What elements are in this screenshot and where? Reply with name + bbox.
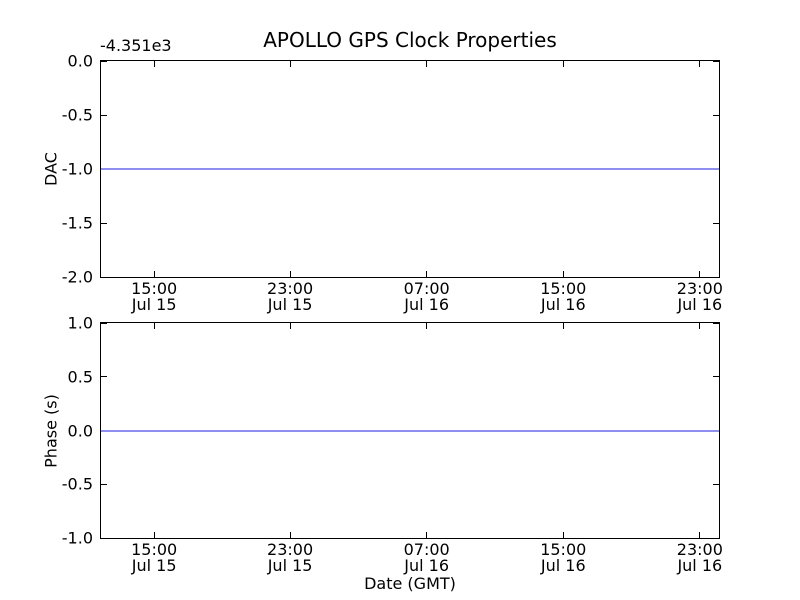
x-tick-label: 15:00 Jul 16 [540,281,586,313]
y-tick-mark [713,276,719,278]
y-tick-label: -0.5 [61,105,93,125]
x-axis-label: Date (GMT) [364,574,456,593]
data-line [101,429,719,432]
y-tick-label: -1.0 [61,528,93,548]
phase-y-axis-label: Phase (s) [41,393,61,468]
x-tick-label: 23:00 Jul 16 [677,542,723,574]
y-tick-mark [713,222,719,224]
x-tick-label: 15:00 Jul 16 [540,542,586,574]
y-tick-label: 0.5 [67,367,93,387]
x-tick-date: Jul 15 [267,295,313,314]
x-tick-mark [562,323,564,329]
x-tick-time: 15:00 [131,540,178,559]
x-tick-label: 15:00 Jul 15 [131,542,177,574]
x-tick-label: 07:00 Jul 16 [404,281,450,313]
x-tick-date: Jul 16 [404,295,450,314]
y-tick-mark [101,537,107,539]
x-tick-mark [153,61,155,67]
x-tick-mark [699,61,701,67]
y-tick-mark [101,483,107,485]
figure-title: APOLLO GPS Clock Properties [263,28,557,52]
x-tick-time: 07:00 [403,279,450,298]
x-tick-mark [562,271,564,277]
y-tick-mark [101,60,107,62]
dac-y-axis-label: DAC [41,152,61,186]
x-tick-label: 23:00 Jul 15 [267,542,313,574]
x-tick-label: 23:00 Jul 15 [267,281,313,313]
x-tick-mark [289,323,291,329]
y-tick-mark [713,114,719,116]
y-tick-mark [101,376,107,378]
x-tick-time: 23:00 [676,279,723,298]
x-tick-mark [562,532,564,538]
y-tick-label: 0.0 [67,51,93,71]
x-tick-time: 15:00 [540,540,587,559]
x-tick-time: 15:00 [540,279,587,298]
x-tick-label: 15:00 Jul 15 [131,281,177,313]
x-tick-mark [699,532,701,538]
x-tick-mark [426,271,428,277]
y-tick-mark [713,60,719,62]
x-tick-date: Jul 16 [677,556,723,575]
x-tick-mark [289,61,291,67]
phase-subplot: Phase (s) Date (GMT) 1.0 0.5 0.0 -0.5 -1.0 15… [42,314,723,594]
x-tick-date: Jul 16 [540,556,586,575]
x-tick-mark [426,61,428,67]
x-tick-time: 15:00 [131,279,178,298]
x-tick-date: Jul 16 [540,295,586,314]
y-axis-offset-text: -4.351e3 [100,36,172,55]
y-tick-label: 0.0 [67,421,93,440]
y-tick-label: -2.0 [61,267,93,287]
x-tick-mark [426,323,428,329]
y-tick-mark [713,376,719,378]
x-tick-date: Jul 15 [131,295,177,314]
y-tick-mark [713,322,719,324]
y-tick-label: -0.5 [61,474,93,494]
y-tick-mark [713,537,719,539]
x-tick-mark [153,271,155,277]
dac-subplot: DAC 0.0 -0.5 -1.0 -1.5 -2.0 15:00 Jul 15 23:00 J… [42,52,723,313]
x-tick-date: Jul 15 [131,556,177,575]
x-tick-time: 23:00 [267,279,314,298]
x-tick-time: 07:00 [403,540,450,559]
y-tick-mark [101,222,107,224]
x-tick-mark [699,323,701,329]
y-tick-mark [713,483,719,485]
x-tick-time: 23:00 [676,540,723,559]
y-tick-label: 1.0 [67,313,93,333]
x-tick-mark [153,532,155,538]
x-tick-date: Jul 16 [677,295,723,314]
x-tick-time: 23:00 [267,540,314,559]
x-tick-date: Jul 16 [404,556,450,575]
x-tick-mark [289,532,291,538]
y-tick-mark [101,322,107,324]
data-line [101,168,719,170]
x-tick-mark [426,532,428,538]
x-tick-label: 23:00 Jul 16 [677,281,723,313]
y-tick-label: -1.5 [61,213,93,233]
x-tick-mark [562,61,564,67]
y-tick-mark [101,276,107,278]
x-tick-date: Jul 15 [267,556,313,575]
x-tick-mark [699,271,701,277]
y-tick-mark [101,114,107,116]
y-tick-label: -1.0 [61,159,93,179]
x-tick-mark [153,323,155,329]
x-tick-mark [289,271,291,277]
x-tick-label: 07:00 Jul 16 [404,542,450,574]
